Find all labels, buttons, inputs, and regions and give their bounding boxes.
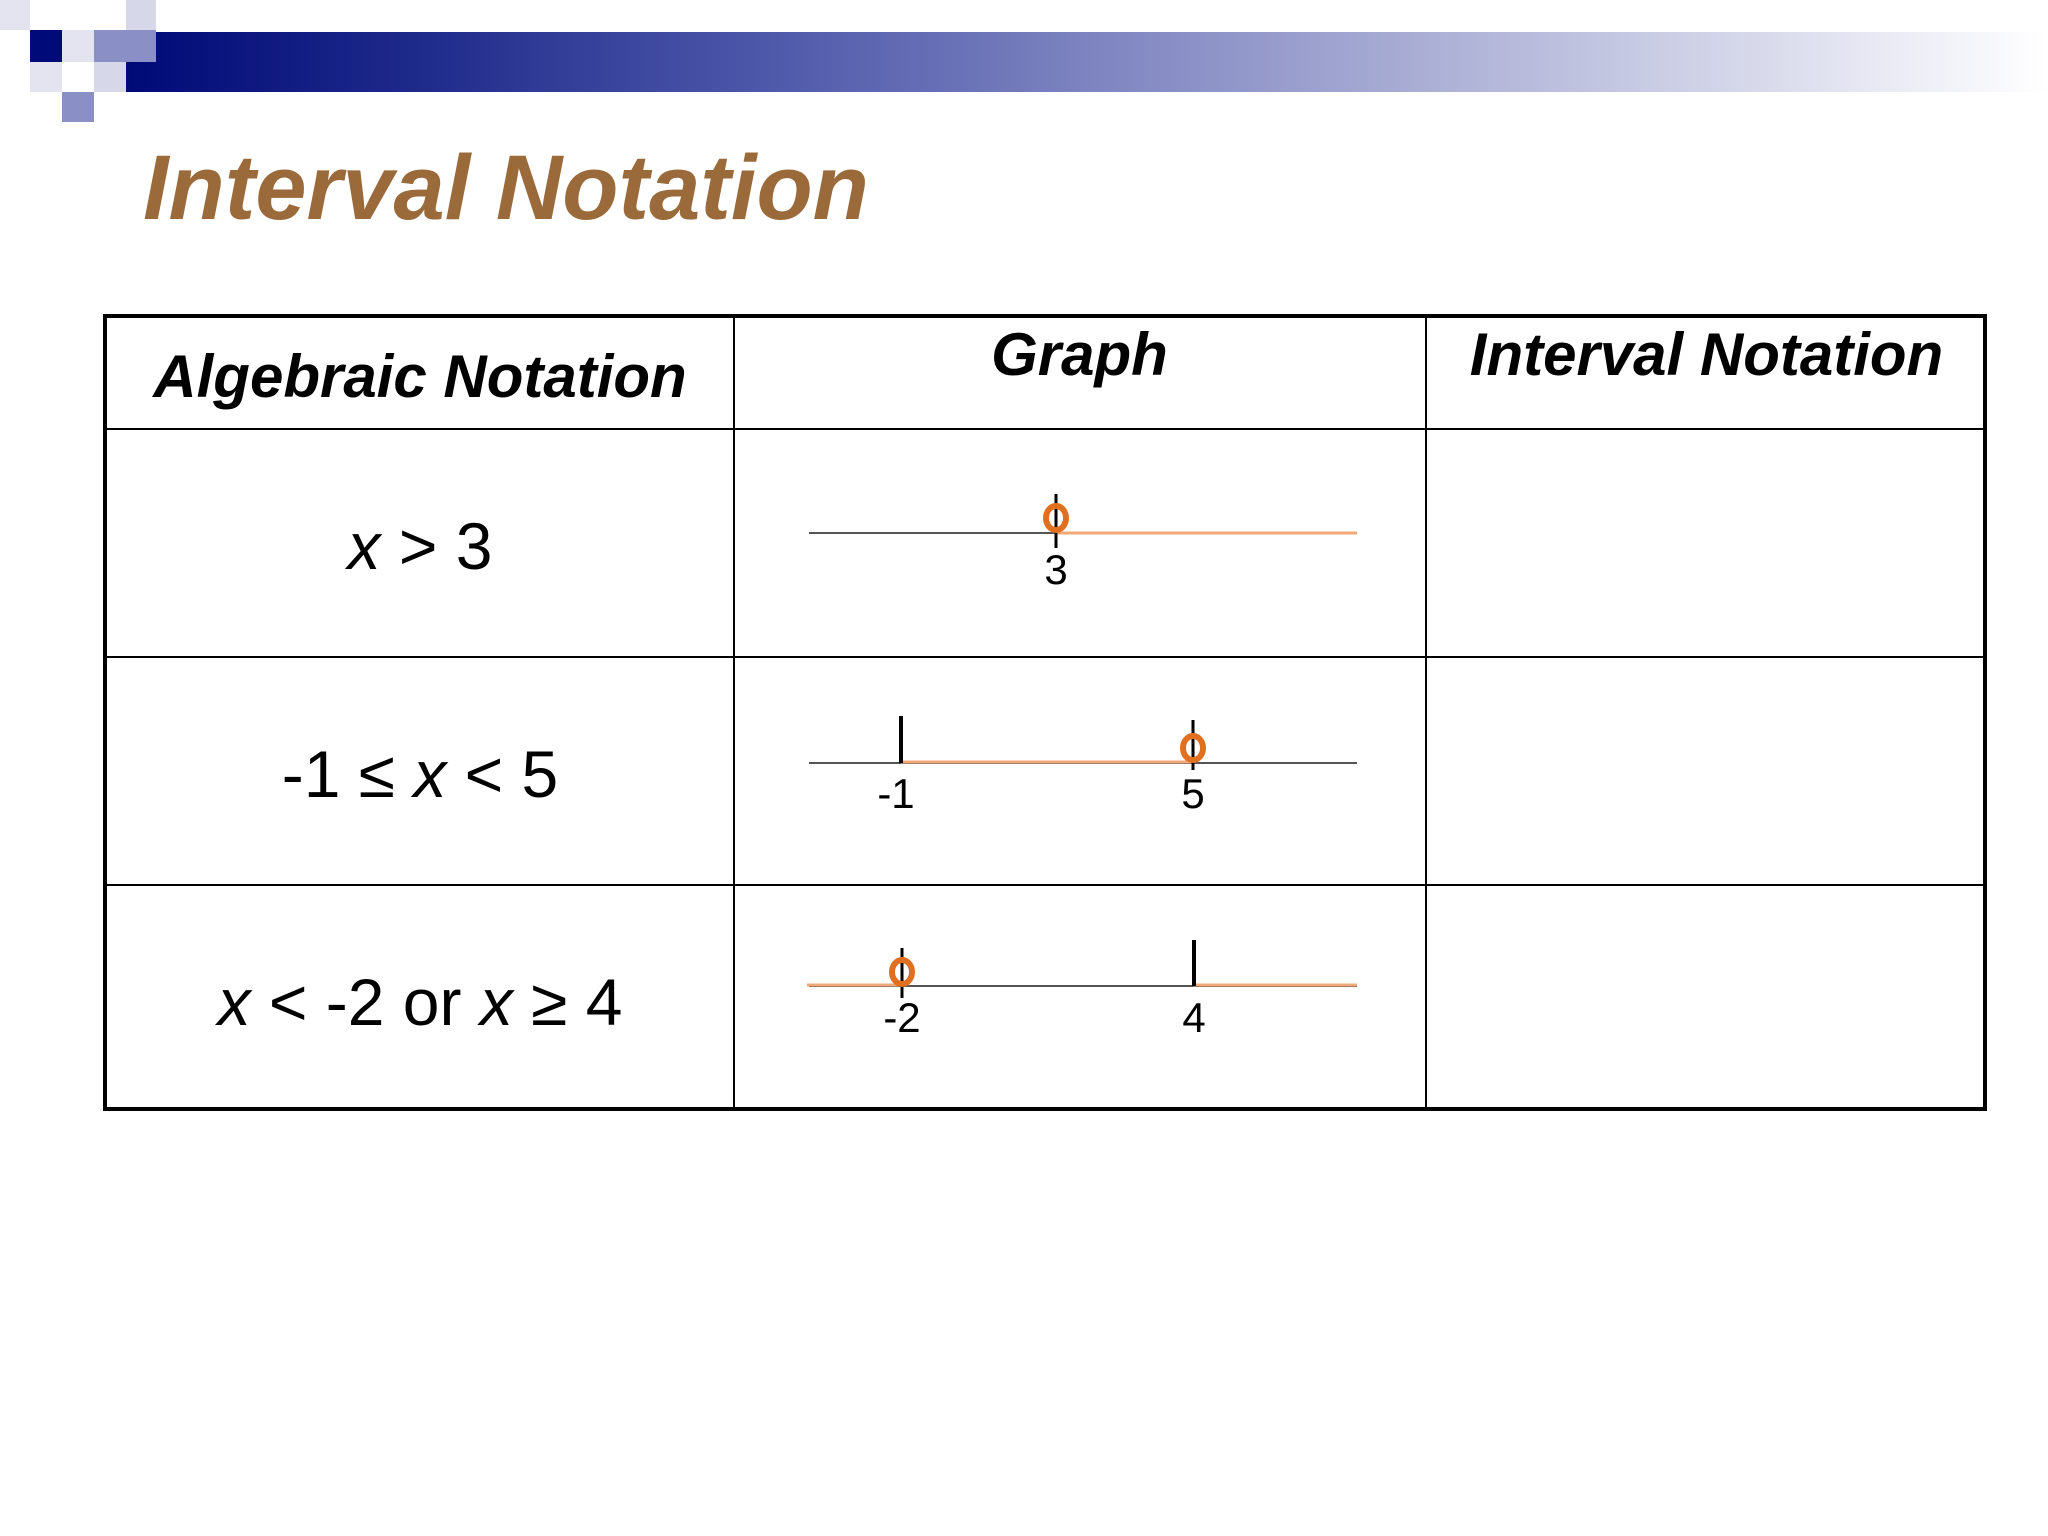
algebraic-cell: x > 3	[347, 509, 493, 583]
number-line-svg: -1 5	[809, 716, 1357, 817]
decor-square	[62, 30, 94, 62]
tick-label: -2	[883, 994, 920, 1041]
number-line-graph: 3	[734, 430, 1425, 656]
interval-cell	[1426, 430, 1987, 656]
header-interval: Interval Notation	[1469, 321, 1944, 388]
tick-label: 4	[1182, 994, 1205, 1041]
decor-square	[0, 0, 30, 30]
open-circle	[1043, 503, 1069, 533]
tick-label: 3	[1044, 546, 1067, 593]
interval-cell	[1426, 658, 1987, 884]
notation-table: Algebraic Notation Graph Interval Notati…	[103, 314, 1987, 1111]
column-divider	[733, 318, 735, 1107]
decor-square	[94, 62, 126, 92]
number-line-graph: -2 4	[734, 886, 1425, 1112]
number-line-svg: -2 4	[807, 940, 1357, 1041]
open-circle	[1180, 733, 1206, 763]
algebraic-cell: -1 ≤ x < 5	[281, 737, 559, 811]
header-banner	[124, 32, 2048, 92]
column-divider	[1425, 318, 1427, 1107]
slide-title: Interval Notation	[143, 137, 869, 239]
decor-square	[62, 92, 94, 122]
number-line-svg: 3	[809, 494, 1357, 593]
row-divider	[107, 428, 1983, 430]
tick-label: -1	[877, 770, 914, 817]
number-line-graph: -1 5	[734, 658, 1425, 884]
decor-square	[30, 30, 62, 62]
algebraic-cell: x < -2 or x ≥ 4	[217, 965, 623, 1039]
tick-label: 5	[1181, 770, 1204, 817]
row-divider	[107, 656, 1983, 658]
decor-square	[126, 0, 156, 30]
decor-square	[94, 30, 126, 62]
header-graph: Graph	[991, 321, 1168, 388]
row-divider	[107, 884, 1983, 886]
open-circle	[889, 957, 915, 987]
header-algebraic: Algebraic Notation	[153, 343, 687, 410]
decor-square	[126, 30, 156, 62]
decor-square	[30, 62, 62, 92]
interval-cell	[1426, 886, 1987, 1112]
